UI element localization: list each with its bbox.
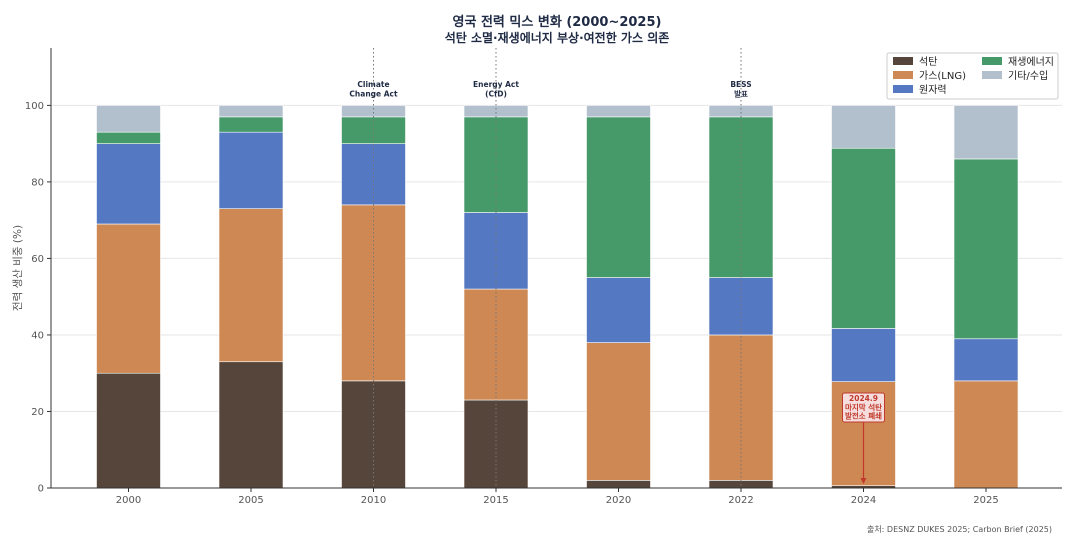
legend-label: 가스(LNG): [919, 70, 966, 82]
bar-segment: [463, 105, 529, 118]
x-tick-label: 2015: [483, 495, 508, 506]
y-tick-label: 20: [31, 407, 44, 418]
y-tick-label: 60: [31, 254, 44, 265]
chart-title: 영국 전력 믹스 변화 (2000~2025): [453, 14, 662, 30]
callout-arrowhead: [860, 478, 867, 484]
bar-segment: [953, 158, 1019, 340]
x-tick-label: 2024: [851, 495, 876, 506]
annotation-label: Energy Act: [473, 80, 519, 89]
bar-segment: [831, 147, 896, 329]
annotation-label: BESS: [730, 80, 751, 89]
bar-segment: [708, 105, 774, 118]
bar-segment: [586, 480, 651, 489]
annotation-label: Climate: [357, 80, 389, 89]
bar-segment: [708, 277, 774, 336]
y-tick-label: 0: [38, 484, 44, 495]
bar-segment: [831, 328, 896, 382]
legend-swatch: [893, 71, 913, 79]
bar-segment: [218, 116, 284, 133]
x-tick-label: 2010: [361, 495, 386, 506]
bar-segment: [341, 105, 406, 118]
bar-segment: [586, 342, 651, 481]
bar-segment: [218, 208, 284, 363]
legend-label: 재생에너지: [1008, 56, 1054, 68]
x-tick-label: 2025: [973, 495, 998, 506]
bar-segment: [96, 223, 161, 374]
bar-segment: [218, 361, 284, 489]
bar-segment: [96, 131, 161, 144]
bar-segment: [953, 338, 1019, 382]
bar-segment: [218, 105, 284, 118]
chart-subtitle: 석탄 소멸·재생에너지 부상·여전한 가스 의존: [445, 30, 670, 45]
axes: 0 20 40 60 80 100 2000 2005 2010 2015 2020 2022 2024…: [25, 48, 1062, 506]
bar-segment: [96, 105, 161, 133]
bar-segment: [586, 105, 651, 118]
bar-segment: [218, 131, 284, 209]
bar-segment: [586, 116, 651, 278]
bar-segment: [831, 105, 896, 149]
callout-text: 마지막 석탄: [845, 402, 882, 412]
bar-segment: [96, 372, 161, 489]
legend-box: [886, 52, 1059, 100]
legend-swatch: [982, 71, 1002, 79]
legend-swatch: [982, 57, 1002, 65]
callout-text: 2024.9: [849, 394, 878, 403]
legend-label: 기타/수입: [1008, 69, 1048, 82]
x-tick-label: 2020: [606, 495, 631, 506]
x-tick-label: 2005: [238, 495, 263, 506]
legend-label: 원자력: [919, 84, 947, 96]
x-tick-label: 2022: [728, 495, 753, 506]
source-note: 출처: DESNZ DUKES 2025; Carbon Brief (2025…: [867, 524, 1052, 534]
bar-segment: [96, 143, 161, 225]
bars: [96, 105, 1019, 489]
bar-segment: [341, 380, 406, 489]
y-tick-label: 80: [31, 177, 44, 188]
annotation-label: (CfD): [485, 90, 507, 99]
bar-segment: [953, 105, 1019, 160]
legend-label: 석탄: [919, 56, 937, 68]
legend-swatch: [893, 57, 913, 65]
bar-segment: [953, 380, 1019, 489]
y-axis-label: 전력 생산 비중 (%): [12, 225, 24, 311]
y-tick-label: 100: [25, 101, 44, 112]
callout-text: 발전소 폐쇄: [845, 411, 882, 421]
x-tick-label: 2000: [116, 495, 141, 506]
legend-swatch: [893, 85, 913, 93]
y-tick-label: 40: [31, 330, 44, 341]
annotation-label: Change Act: [349, 90, 398, 99]
bar-segment: [586, 277, 651, 343]
grid: [51, 104, 1062, 412]
annotation-label: 발표: [734, 89, 748, 99]
